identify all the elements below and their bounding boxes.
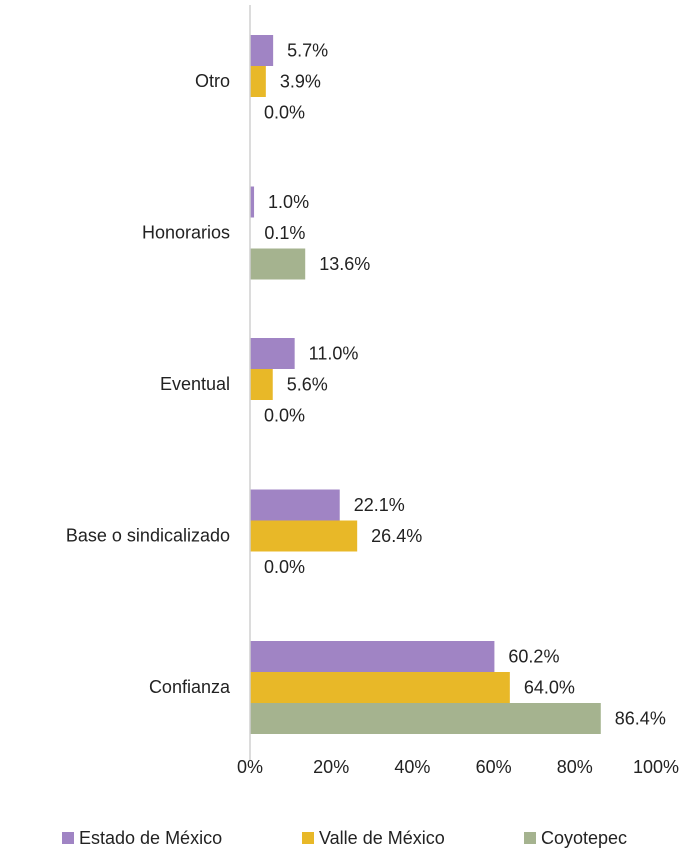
- value-label: 0.0%: [264, 405, 305, 425]
- legend-label: Estado de México: [79, 828, 222, 848]
- value-label: 3.9%: [280, 71, 321, 91]
- value-label: 11.0%: [309, 343, 359, 363]
- bar: [250, 703, 601, 734]
- value-label: 64.0%: [524, 677, 575, 697]
- y-tick-label: Otro: [195, 71, 230, 91]
- bar: [250, 66, 266, 97]
- y-tick-label: Honorarios: [142, 222, 230, 242]
- legend-swatch: [62, 832, 74, 844]
- x-tick-label: 80%: [557, 757, 593, 777]
- legend-swatch: [524, 832, 536, 844]
- value-label: 5.6%: [287, 374, 328, 394]
- value-label: 0.1%: [264, 223, 305, 243]
- value-label: 26.4%: [371, 526, 422, 546]
- x-tick-label: 100%: [633, 757, 679, 777]
- bar: [250, 520, 358, 552]
- x-tick-label: 0%: [237, 757, 263, 777]
- bar: [250, 186, 255, 218]
- y-tick-label: Eventual: [160, 374, 230, 394]
- value-label: 5.7%: [287, 40, 328, 60]
- value-label: 86.4%: [615, 708, 666, 728]
- value-label: 13.6%: [319, 254, 370, 274]
- legend-label: Valle de México: [319, 828, 445, 848]
- y-tick-label: Base o sindicalizado: [66, 525, 230, 545]
- bar: [250, 35, 274, 66]
- bar: [250, 641, 495, 672]
- value-label: 0.0%: [264, 557, 305, 577]
- value-label: 1.0%: [268, 192, 309, 212]
- bar: [250, 672, 510, 703]
- x-tick-label: 20%: [313, 757, 349, 777]
- legend-label: Coyotepec: [541, 828, 627, 848]
- value-label: 22.1%: [354, 495, 405, 515]
- value-label: 60.2%: [508, 646, 559, 666]
- bar: [250, 369, 273, 400]
- bar: [250, 489, 340, 521]
- legend-swatch: [302, 832, 314, 844]
- bar: [250, 338, 295, 369]
- y-tick-label: Confianza: [149, 677, 231, 697]
- x-tick-label: 60%: [476, 757, 512, 777]
- value-label: 0.0%: [264, 102, 305, 122]
- bar: [250, 248, 306, 280]
- x-tick-label: 40%: [394, 757, 430, 777]
